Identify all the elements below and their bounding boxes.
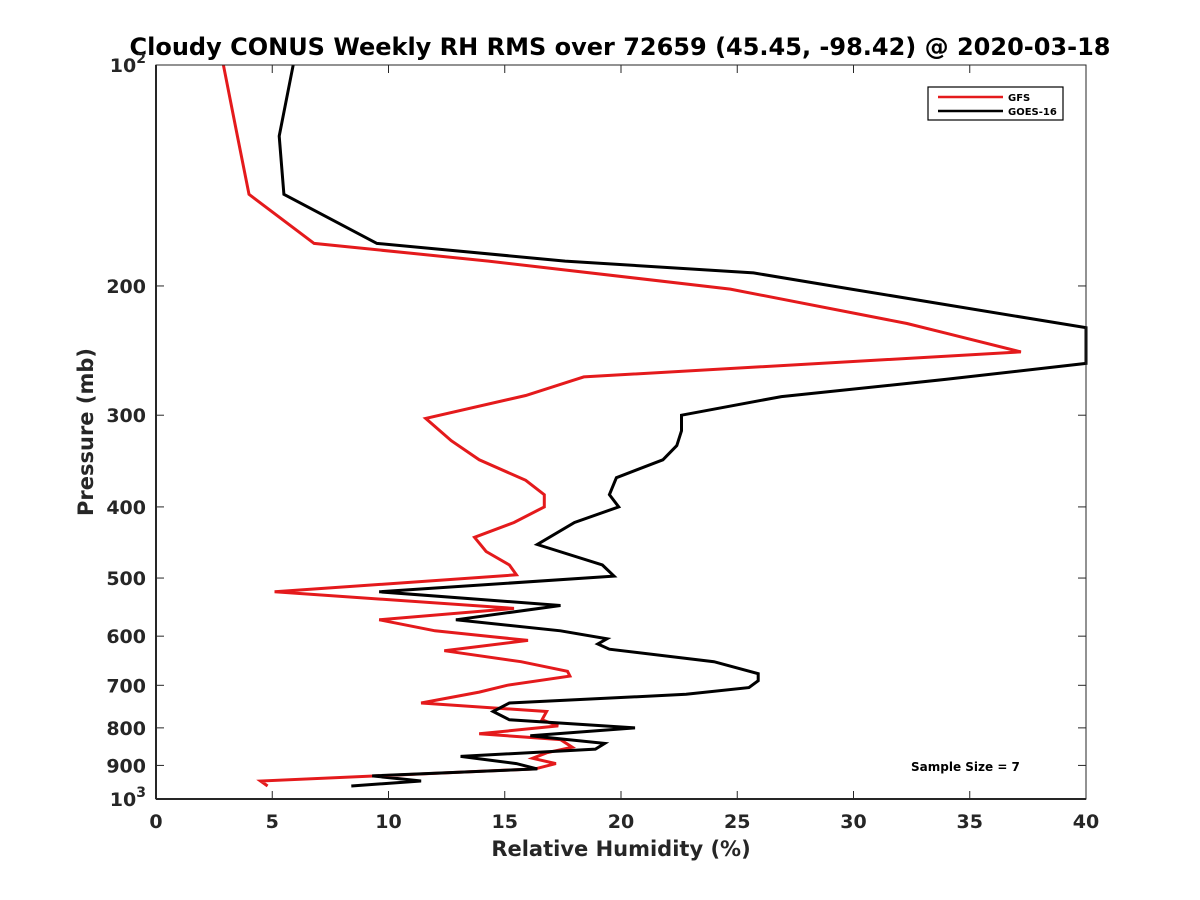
y-tick-label: 900: [106, 755, 146, 777]
x-axis-label: Relative Humidity (%): [491, 837, 750, 861]
y-tick-label: 700: [106, 675, 146, 697]
legend-label-goes16: GOES-16: [1008, 107, 1057, 118]
y-tick-label: 300: [106, 405, 146, 427]
x-tick-label: 30: [840, 811, 866, 833]
y-axis-label: Pressure (mb): [74, 348, 98, 516]
x-tick-label: 5: [266, 811, 279, 833]
y-tick-label: 500: [106, 568, 146, 590]
y-tick-label: 102: [110, 51, 146, 77]
y-tick-label: 600: [106, 626, 146, 648]
legend-label-gfs: GFS: [1008, 93, 1030, 104]
y-tick-label: 103: [110, 785, 146, 811]
x-tick-label: 15: [492, 811, 518, 833]
y-tick-label: 200: [106, 276, 146, 298]
series-line-gfs: [221, 64, 1022, 788]
y-tick-label: 400: [106, 497, 146, 519]
x-tick-label: 35: [957, 811, 983, 833]
x-tick-label: 20: [608, 811, 634, 833]
legend-box: [927, 86, 1064, 121]
x-tick-label: 0: [149, 811, 162, 833]
x-tick-label: 10: [375, 811, 401, 833]
sample-size-annotation: Sample Size = 7: [911, 760, 1020, 774]
legend: GFS GOES-16: [927, 86, 1064, 121]
x-tick-label: 40: [1073, 811, 1099, 833]
x-ticks: 0 5 10 15 20 25 30 35 40: [149, 65, 1099, 833]
y-tick-label: 800: [106, 718, 146, 740]
y-ticks: 102 200 300 400 500 600 700 800 900 103: [106, 51, 1086, 811]
chart-title: Cloudy CONUS Weekly RH RMS over 72659 (4…: [130, 33, 1111, 61]
x-tick-label: 25: [724, 811, 750, 833]
